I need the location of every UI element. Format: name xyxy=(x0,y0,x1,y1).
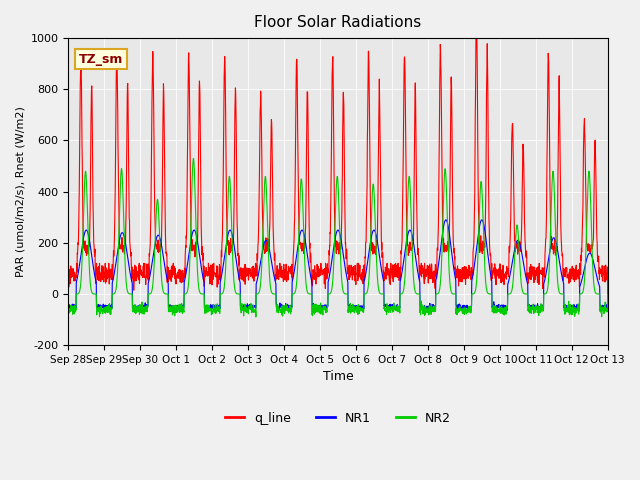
NR1 xyxy=(365,249,373,254)
X-axis label: Time: Time xyxy=(323,371,353,384)
NR2 xyxy=(557,291,564,297)
NR2 xyxy=(354,312,362,317)
q_line xyxy=(472,5,480,11)
q_line xyxy=(604,291,612,297)
NR1 xyxy=(215,303,223,309)
Line: q_line: q_line xyxy=(68,8,608,294)
q_line xyxy=(353,261,361,266)
q_line xyxy=(572,276,579,281)
Line: NR2: NR2 xyxy=(68,158,608,317)
Line: NR1: NR1 xyxy=(68,220,608,311)
NR2 xyxy=(604,291,612,297)
NR2 xyxy=(215,306,223,312)
NR1 xyxy=(353,303,361,309)
NR1 xyxy=(604,291,612,297)
q_line xyxy=(215,278,223,284)
q_line xyxy=(65,271,72,276)
NR1 xyxy=(478,217,486,223)
q_line xyxy=(556,168,564,173)
Y-axis label: PAR (umol/m2/s), Rnet (W/m2): PAR (umol/m2/s), Rnet (W/m2) xyxy=(15,106,25,277)
NR1 xyxy=(572,303,579,309)
NR1 xyxy=(65,303,72,309)
NR2 xyxy=(495,308,503,314)
NR1 xyxy=(495,301,502,307)
NR2 xyxy=(252,314,260,320)
q_line xyxy=(495,267,502,273)
q_line xyxy=(365,74,373,80)
Legend: q_line, NR1, NR2: q_line, NR1, NR2 xyxy=(220,407,456,430)
NR1 xyxy=(503,308,511,313)
NR2 xyxy=(365,264,373,270)
NR2 xyxy=(65,305,72,311)
NR2 xyxy=(572,305,579,311)
NR2 xyxy=(189,156,197,161)
NR1 xyxy=(557,265,564,271)
Text: TZ_sm: TZ_sm xyxy=(79,53,124,66)
Title: Floor Solar Radiations: Floor Solar Radiations xyxy=(254,15,422,30)
